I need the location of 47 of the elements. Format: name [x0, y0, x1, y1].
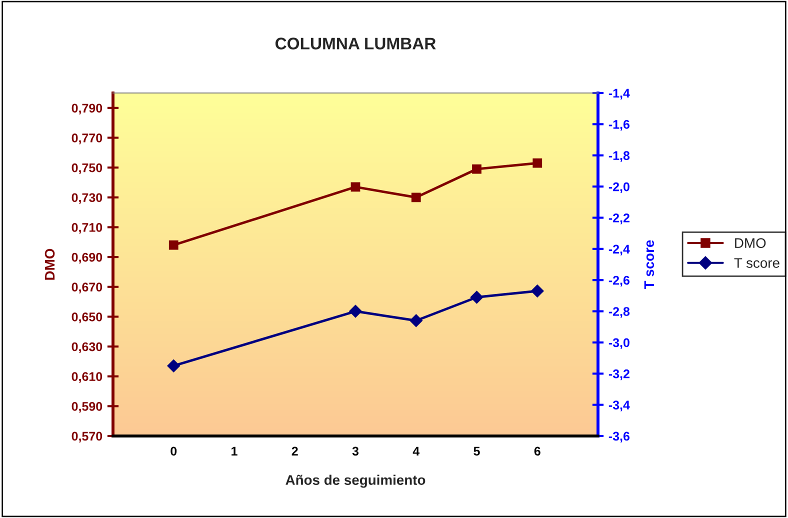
y-tick-label: 0,650	[72, 312, 102, 324]
y2-tick-label: -2,8	[608, 307, 630, 318]
point	[349, 304, 362, 318]
y2-tick-label: -3,6	[608, 432, 630, 442]
x-tick-label: 5	[474, 446, 480, 456]
y-tick-label: 0,630	[72, 342, 102, 353]
x-tick-label: 6	[534, 446, 540, 456]
legend-label: DMO	[735, 238, 766, 248]
y-tick-label: 0,690	[72, 252, 102, 264]
point	[410, 314, 423, 328]
y-tick-label: 0,590	[72, 402, 102, 413]
x-tick-label: 3	[352, 446, 359, 456]
y-tick-label: 0,790	[72, 104, 102, 114]
point	[470, 290, 484, 304]
y2-tick-label: -3,2	[608, 369, 630, 380]
y-axis-title: DMO	[44, 248, 55, 280]
y2-axis-title: T score	[644, 240, 654, 290]
y2-tick-label: -1,4	[608, 88, 630, 100]
y2-tick-label: -1,6	[608, 120, 630, 131]
point	[530, 284, 544, 298]
x-tick-label: 4	[412, 446, 420, 456]
point	[472, 164, 482, 174]
x-tick-label: 0	[170, 446, 177, 456]
x-tick-label: 1	[232, 446, 238, 456]
point	[411, 192, 421, 202]
chart-title: COLUMNA LUMBAR	[275, 38, 436, 50]
y-tick-label: 0,750	[72, 163, 102, 174]
x-axis-title: Años de seguimiento	[286, 474, 426, 488]
point	[167, 359, 180, 372]
x-tick-label: 2	[292, 446, 298, 456]
y-tick-label: 0,730	[72, 193, 102, 204]
y2-tick-label: -1,8	[608, 151, 630, 162]
y-tick-label: 0,610	[72, 372, 102, 383]
y-tick-label: 0,570	[72, 432, 102, 442]
point	[350, 182, 360, 192]
y2-tick-label: -2,4	[608, 244, 630, 256]
point	[532, 158, 542, 168]
y-tick-label: 0,710	[72, 223, 102, 234]
y2-tick-label: -2,0	[608, 182, 630, 194]
y2-tick-label: -3,4	[608, 400, 630, 412]
y-tick-label: 0,770	[72, 134, 102, 144]
y2-tick-label: -2,6	[608, 276, 630, 287]
y2-tick-label: -2,2	[608, 214, 630, 224]
point	[168, 240, 178, 250]
y2-tick-label: -3,0	[608, 338, 630, 349]
y-tick-label: 0,670	[72, 282, 102, 294]
legend-label: T score	[734, 258, 780, 268]
